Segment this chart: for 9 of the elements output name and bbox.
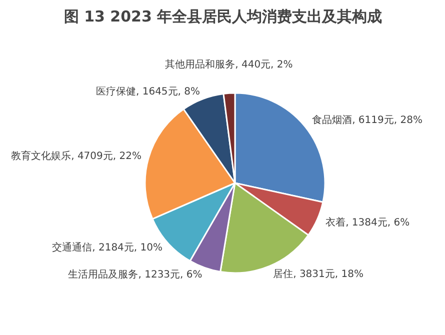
data-label: 其他用品和服务, 440元, 2% — [165, 58, 293, 70]
data-label: 生活用品及服务, 1233元, 6% — [68, 268, 202, 280]
data-label: 交通通信, 2184元, 10% — [52, 241, 163, 254]
data-label: 教育文化娱乐, 4709元, 22% — [11, 150, 142, 162]
chart-title: 图 13 2023 年全县居民人均消费支出及其构成 — [64, 8, 382, 26]
data-label: 衣着, 1384元, 6% — [326, 216, 410, 229]
data-label: 食品烟酒, 6119元, 28% — [312, 114, 422, 126]
data-label: 居住, 3831元, 18% — [273, 269, 364, 280]
data-label: 医疗保健, 1645元, 8% — [96, 86, 200, 98]
